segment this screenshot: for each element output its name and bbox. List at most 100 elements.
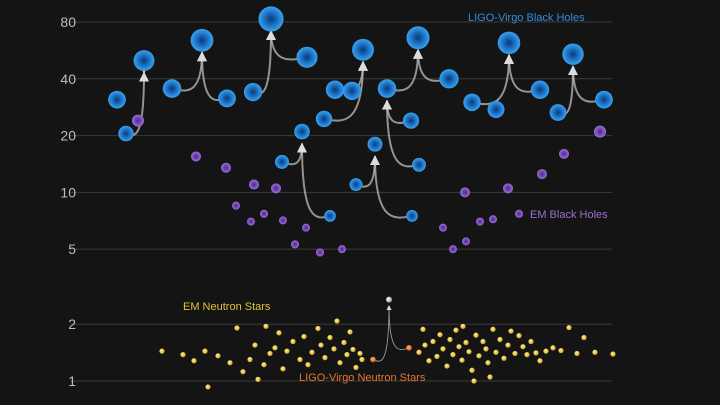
ligo-black-holes-point-28	[412, 157, 426, 172]
em-neutron-stars-point-7	[234, 325, 240, 331]
ligo-black-holes-point-29	[324, 210, 336, 222]
y-axis-ticks: 1 2 5 10 20 40 80	[60, 14, 76, 389]
em-black-holes-point-15	[462, 237, 470, 246]
y-tick-label-10: 10	[60, 184, 76, 200]
em-neutron-stars-point-69	[512, 350, 518, 357]
ligo-black-holes-point-5	[243, 82, 263, 102]
em-neutron-stars-point-75	[537, 358, 543, 364]
em-black-holes-point-14	[449, 245, 457, 254]
ligo-black-holes-point-14	[497, 31, 521, 55]
em-black-holes-point-20	[515, 209, 523, 218]
em-black-holes-point-3	[249, 179, 259, 190]
em-neutron-stars-point-53	[463, 339, 469, 346]
ligo-black-holes-point-3	[190, 28, 214, 52]
ligo-black-holes-point-20	[315, 110, 333, 128]
ligo-neutron-stars-point-2	[386, 296, 392, 303]
em-neutron-stars-point-71	[520, 344, 526, 350]
em-neutron-stars-point-25	[318, 342, 324, 348]
em-black-holes-point-19	[503, 183, 513, 194]
em-neutron-stars-point-67	[505, 342, 511, 348]
em-neutron-stars-point-24	[315, 325, 321, 332]
em-neutron-stars-point-17	[280, 366, 286, 372]
em-neutron-stars-point-72	[524, 352, 530, 358]
ligo-black-holes-point-21	[342, 81, 362, 101]
em-neutron-stars-point-1	[180, 352, 186, 358]
ligo-black-holes-point-1	[133, 50, 155, 71]
em-neutron-stars-point-78	[558, 347, 564, 354]
ligo-black-holes-point-12	[439, 69, 459, 89]
em-neutron-stars-point-47	[447, 336, 453, 343]
ligo-black-holes-point-17	[595, 90, 613, 109]
em-neutron-stars-point-44	[437, 332, 443, 338]
em-neutron-stars-point-29	[334, 318, 340, 324]
merger-arrow-7-1	[297, 142, 331, 219]
em-black-holes-point-5	[232, 201, 240, 210]
em-black-holes-point-1	[191, 151, 201, 162]
y-tick-label-40: 40	[60, 71, 76, 87]
ligo-black-holes-point-16	[562, 43, 584, 65]
em-neutron-stars-point-48	[450, 352, 456, 358]
data-points	[108, 6, 616, 390]
em-neutron-stars-point-10	[252, 342, 258, 348]
em-neutron-stars-point-83	[610, 351, 616, 357]
em-neutron-stars-point-74	[533, 350, 539, 356]
em-neutron-stars-point-22	[305, 362, 311, 368]
ligo-black-holes-point-27	[349, 178, 363, 192]
em-neutron-stars-point-70	[516, 333, 522, 339]
ligo-black-holes-point-15	[530, 80, 550, 99]
em-neutron-stars-point-58	[476, 353, 482, 359]
em-black-holes-point-13	[439, 223, 447, 232]
ligo-black-holes-point-25	[549, 104, 567, 121]
em-black-holes-point-2	[221, 162, 231, 173]
ligo-black-holes-point-0	[108, 90, 126, 109]
em-neutron-stars-point-45	[440, 346, 446, 352]
label-ligo-black-holes: LIGO-Virgo Black Holes	[468, 12, 585, 24]
em-neutron-stars-point-82	[592, 349, 598, 355]
em-neutron-stars-point-80	[574, 350, 580, 357]
em-black-holes-point-22	[559, 148, 569, 159]
em-neutron-stars-point-20	[297, 356, 303, 363]
em-black-holes-point-18	[460, 187, 470, 198]
em-neutron-stars-point-13	[263, 323, 269, 329]
merger-arrow-8-1	[370, 155, 413, 219]
em-neutron-stars-point-56	[471, 378, 477, 384]
em-black-holes-point-11	[316, 248, 324, 257]
ligo-black-holes-point-24	[487, 100, 505, 118]
em-neutron-stars-point-52	[460, 323, 466, 329]
em-black-holes-point-16	[476, 217, 484, 226]
em-neutron-stars-point-43	[434, 353, 440, 360]
y-tick-label-80: 80	[60, 14, 76, 30]
ligo-black-holes-point-10	[377, 79, 397, 98]
em-neutron-stars-point-26	[322, 355, 328, 361]
em-neutron-stars-point-14	[267, 350, 273, 357]
ligo-black-holes-point-26	[275, 154, 289, 169]
ligo-black-holes-point-11	[406, 26, 430, 50]
em-black-holes-point-17	[489, 215, 497, 224]
em-neutron-stars-point-16	[276, 330, 282, 336]
y-tick-label-20: 20	[60, 128, 76, 144]
em-neutron-stars-point-41	[426, 358, 432, 364]
em-neutron-stars-point-30	[337, 360, 343, 366]
em-neutron-stars-point-34	[350, 346, 356, 353]
merger-arrow-10-1	[386, 305, 410, 351]
ligo-black-holes-point-18	[118, 125, 134, 142]
em-neutron-stars-point-39	[420, 326, 426, 332]
merger-arrow-10-0	[372, 305, 392, 362]
em-neutron-stars-point-35	[353, 364, 359, 371]
label-em-black-holes: EM Black Holes	[530, 209, 608, 221]
em-neutron-stars-point-15	[272, 345, 278, 351]
ligo-black-holes-point-13	[463, 93, 481, 112]
em-black-holes-point-21	[537, 169, 547, 180]
em-neutron-stars-point-4	[205, 384, 211, 390]
em-neutron-stars-point-54	[466, 349, 472, 355]
em-black-holes-point-9	[291, 240, 299, 249]
em-black-holes-point-4	[271, 183, 281, 194]
em-neutron-stars-point-18	[284, 348, 290, 354]
em-neutron-stars-point-27	[327, 334, 333, 341]
em-neutron-stars-point-38	[416, 349, 422, 355]
em-neutron-stars-point-65	[497, 336, 503, 343]
em-black-holes-point-0	[132, 114, 144, 127]
em-neutron-stars-point-61	[485, 360, 491, 366]
em-neutron-stars-point-0	[159, 348, 165, 354]
